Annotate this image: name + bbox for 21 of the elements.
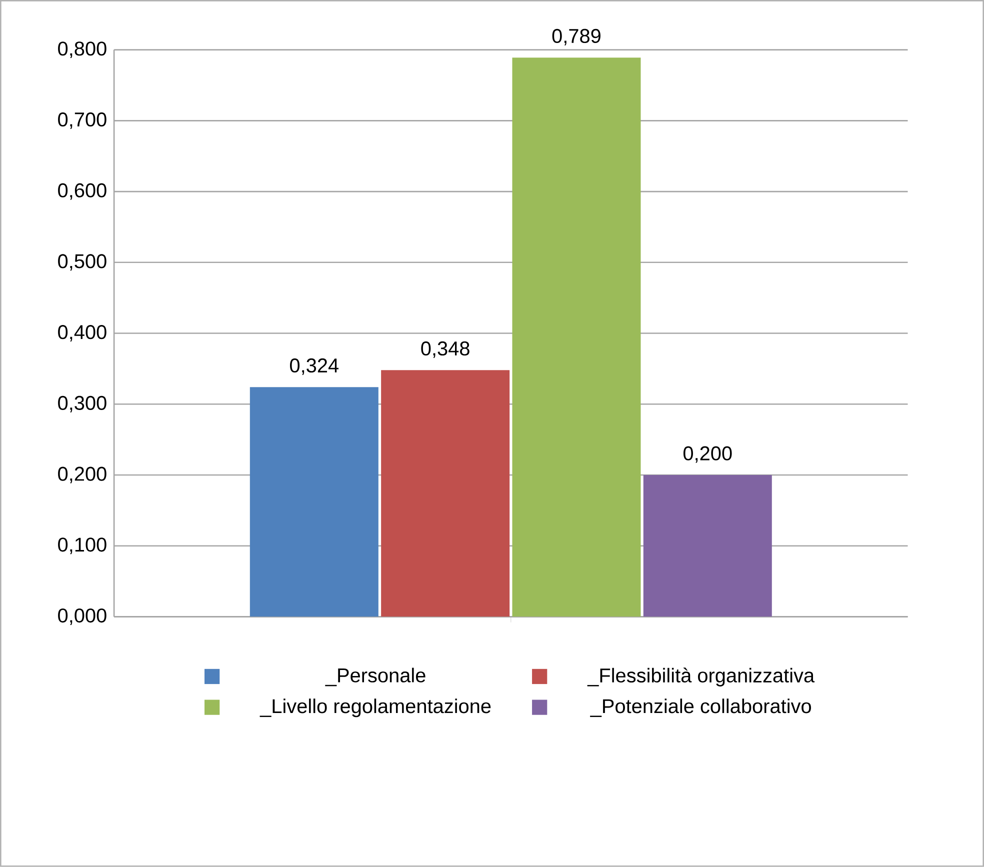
y-tick-label: 0,500 [58, 254, 106, 271]
y-tick-label: 0,100 [58, 538, 106, 554]
data-label: 0,200 [683, 446, 732, 463]
y-tick-label: 0,200 [58, 466, 106, 484]
y-tick-label: 0,000 [58, 608, 106, 626]
bar [643, 475, 772, 617]
y-tick-label: 0,800 [58, 42, 106, 58]
bar [250, 387, 378, 617]
y-tick-label: 0,600 [58, 183, 106, 200]
y-tick-label: 0,700 [58, 112, 106, 129]
legend-label: _Flessibilità organizzativa [587, 668, 815, 687]
text: _Personale [325, 668, 426, 686]
data-label: 0,324 [290, 358, 339, 375]
legend-label: _Potenziale collaborativo [590, 698, 811, 718]
y-tick-label: 0,300 [58, 396, 106, 412]
bar [512, 58, 641, 617]
data-label: 0,348 [421, 342, 470, 358]
y-tick-label: 0,400 [58, 325, 106, 342]
data-label: 0,789 [552, 28, 600, 46]
legend-label: _Livello regolamentazione [260, 698, 491, 718]
bar [381, 370, 510, 617]
